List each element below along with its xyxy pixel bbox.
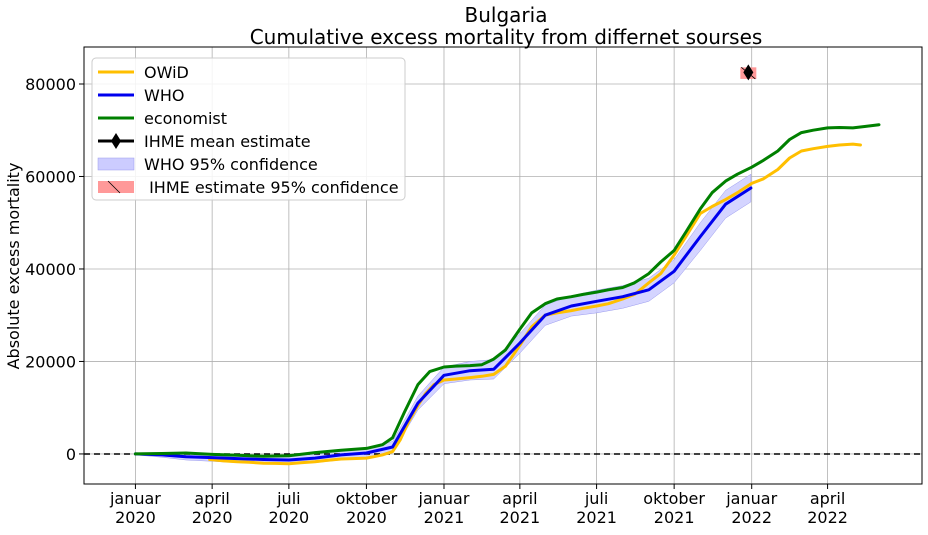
x-tick-label-year: 2020 (269, 508, 310, 527)
x-tick-label-year: 2020 (192, 508, 233, 527)
legend-swatch (97, 157, 135, 171)
series-line-owid (208, 142, 862, 466)
series-line-who (133, 186, 753, 462)
x-tick-label-month: januar (418, 489, 470, 508)
x-tick-label-month: juli (276, 489, 300, 508)
legend-entry-who: WHO (98, 86, 184, 105)
legend-label: IHME mean estimate (144, 132, 311, 151)
legend-diamond-icon (111, 133, 121, 149)
y-tick-label: 60000 (25, 167, 76, 186)
y-axis-label: Absolute excess mortality (4, 163, 23, 370)
y-tick-label: 20000 (25, 352, 76, 371)
legend-label: economist (144, 109, 227, 128)
legend-hatch (107, 180, 121, 194)
y-axis: 0 20000 40000 60000 80000 (25, 75, 84, 464)
x-tick-label-year: 2020 (346, 508, 387, 527)
x-tick-label-year: 2021 (576, 508, 617, 527)
chart-subtitle: Cumulative excess mortality from differn… (250, 25, 763, 49)
legend-entry-ihme-mean-estimate: IHME mean estimate (98, 132, 311, 151)
plot-frame (83, 46, 923, 485)
legend-label: OWiD (144, 63, 189, 82)
x-axis: januar2020april2020juli2020oktober2020ja… (109, 484, 848, 527)
legend-entry-who-95-confidence: WHO 95% confidence (97, 155, 318, 174)
legend-label: IHME estimate 95% confidence (144, 178, 399, 197)
legend-label: WHO 95% confidence (144, 155, 318, 174)
x-tick-label-month: oktober (643, 489, 705, 508)
x-tick-label-month: oktober (336, 489, 398, 508)
x-tick-label-month: januar (109, 489, 161, 508)
legend-box (91, 57, 406, 201)
x-tick-label-year: 2021 (654, 508, 695, 527)
series-line-economist (133, 123, 881, 458)
x-tick-label-year: 2021 (500, 508, 541, 527)
series-lines (133, 123, 881, 466)
x-tick-label-year: 2022 (731, 508, 772, 527)
legend-swatch (98, 181, 134, 193)
ihme-estimates (740, 64, 757, 81)
x-tick-label-month: januar (725, 489, 777, 508)
x-tick-label-year: 2020 (115, 508, 156, 527)
legend-entry-owid: OWiD (98, 63, 189, 82)
x-tick-label-month: april (194, 489, 229, 508)
x-tick-label-month: april (810, 489, 845, 508)
legend: OWiD WHO economist IHME mean estimate WHO 95… (91, 57, 406, 201)
x-tick-label-year: 2022 (807, 508, 848, 527)
x-tick-label-month: juli (584, 489, 608, 508)
x-tick-label-month: april (502, 489, 537, 508)
legend-entry-ihme-estimate-95-confidence: IHME estimate 95% confidence (98, 178, 399, 197)
band-who-95-confidence (135, 173, 752, 465)
x-tick-label-year: 2021 (424, 508, 465, 527)
y-tick-label: 80000 (25, 75, 76, 94)
legend-entry-economist: economist (98, 109, 227, 128)
y-tick-label: 0 (66, 445, 76, 464)
ihme-mean-marker (743, 64, 754, 81)
legend-label: WHO (144, 86, 184, 105)
confidence-bands (135, 173, 752, 465)
y-tick-label: 40000 (25, 260, 76, 279)
chart-title: Bulgaria (465, 3, 548, 27)
